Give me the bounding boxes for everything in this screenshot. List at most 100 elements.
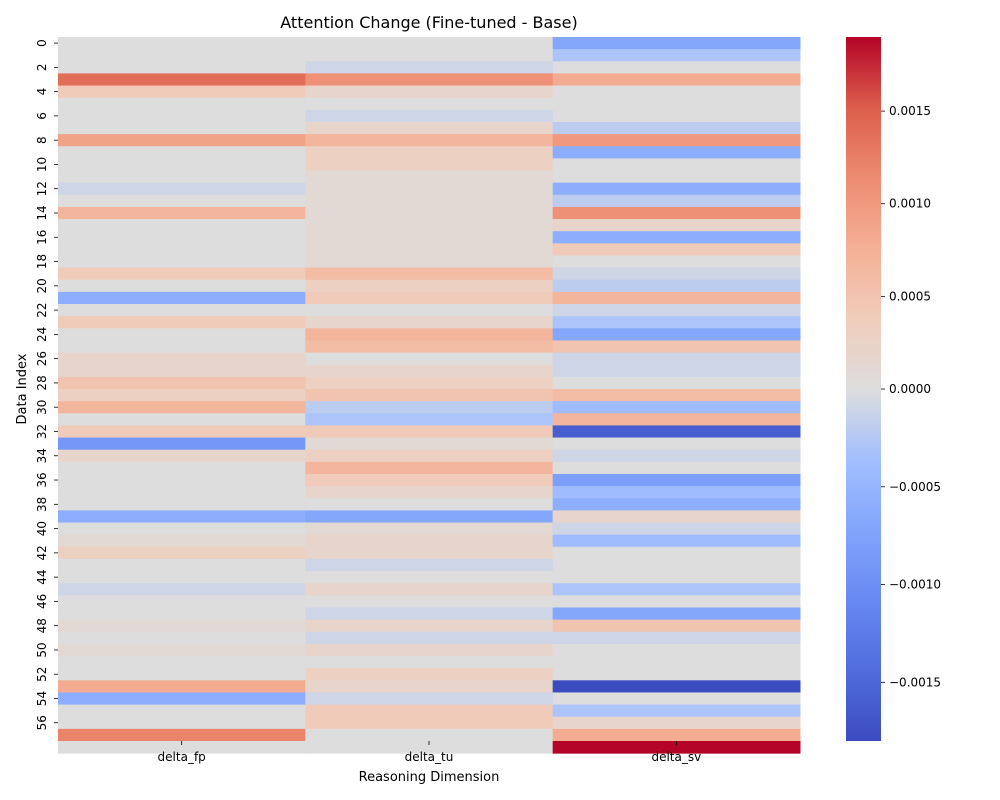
- heatmap-cell: [553, 474, 801, 487]
- y-tick-label: 14: [35, 205, 49, 220]
- x-tick-label: delta_fp: [158, 750, 206, 764]
- heatmap-cell: [58, 389, 306, 402]
- heatmap-cell: [553, 280, 801, 293]
- heatmap-cell: [553, 571, 801, 584]
- heatmap-cell: [553, 729, 801, 742]
- heatmap-cell: [305, 559, 553, 572]
- y-tick-label: 18: [35, 254, 49, 269]
- heatmap-cell: [305, 632, 553, 645]
- heatmap-cell: [305, 98, 553, 111]
- heatmap-cell: [305, 547, 553, 560]
- heatmap-cell: [58, 207, 306, 220]
- heatmap-cell: [305, 462, 553, 475]
- heatmap-cell: [305, 692, 553, 705]
- heatmap-cell: [305, 158, 553, 171]
- heatmap-cell: [58, 171, 306, 184]
- heatmap-cell: [553, 195, 801, 208]
- heatmap-cell: [58, 559, 306, 572]
- x-tick-label: delta_sv: [651, 750, 701, 764]
- heatmap-cell: [305, 644, 553, 657]
- heatmap-cell: [58, 37, 306, 50]
- heatmap-cell: [58, 268, 306, 281]
- heatmap-cell: [553, 692, 801, 705]
- heatmap-cell: [553, 523, 801, 536]
- heatmap-cell: [58, 365, 306, 378]
- heatmap-cell: [305, 328, 553, 341]
- heatmap-cell: [553, 255, 801, 268]
- y-tick-label: 0: [35, 39, 49, 47]
- heatmap-cell: [305, 401, 553, 414]
- x-axis-label: Reasoning Dimension: [359, 770, 500, 785]
- heatmap-cell: [58, 73, 306, 86]
- heatmap-cell: [553, 231, 801, 244]
- heatmap-cell: [58, 61, 306, 74]
- y-tick-label: 50: [35, 642, 49, 657]
- heatmap-cell: [305, 183, 553, 196]
- heatmap-cell: [305, 73, 553, 86]
- heatmap-cell: [58, 292, 306, 305]
- heatmap-cell: [553, 595, 801, 608]
- heatmap-cell: [553, 122, 801, 135]
- heatmap-cell: [305, 268, 553, 281]
- heatmap-cell: [305, 607, 553, 620]
- y-tick-label: 36: [35, 472, 49, 487]
- heatmap-cell: [305, 134, 553, 147]
- y-tick-label: 16: [35, 230, 49, 245]
- heatmap-cell: [58, 255, 306, 268]
- heatmap-cell: [305, 523, 553, 536]
- heatmap-cell: [305, 450, 553, 463]
- heatmap-cell: [305, 656, 553, 669]
- y-axis-label: Data Index: [15, 353, 30, 424]
- heatmap-cell: [553, 134, 801, 147]
- heatmap-cell: [553, 559, 801, 572]
- heatmap-cell: [553, 37, 801, 50]
- heatmap-cell: [305, 243, 553, 256]
- heatmap-cell: [305, 49, 553, 62]
- heatmap-cell: [58, 474, 306, 487]
- heatmap-cell: [305, 86, 553, 99]
- heatmap-cell: [305, 377, 553, 390]
- heatmap-cell: [553, 73, 801, 86]
- y-tick-label: 4: [35, 88, 49, 96]
- heatmap-cell: [553, 219, 801, 232]
- heatmap-cell: [553, 535, 801, 548]
- y-axis-ticks: 0246810121416182022242628303234363840424…: [35, 39, 58, 730]
- heatmap-cell: [305, 583, 553, 596]
- y-tick-label: 8: [35, 136, 49, 144]
- heatmap-cell: [58, 705, 306, 718]
- heatmap-cell: [305, 122, 553, 135]
- heatmap-cell: [553, 207, 801, 220]
- heatmap-cell: [58, 304, 306, 317]
- heatmap-cell: [553, 49, 801, 62]
- heatmap-cell: [58, 146, 306, 159]
- y-tick-label: 46: [35, 594, 49, 609]
- heatmap-cell: [553, 498, 801, 511]
- heatmap-cell: [305, 486, 553, 499]
- heatmap-cell: [58, 668, 306, 681]
- heatmap-cell: [305, 413, 553, 426]
- colorbar-ticks: 0.00150.00100.00050.0000−0.0005−0.0010−0…: [881, 104, 941, 689]
- colorbar-tick-label: −0.0010: [889, 578, 941, 592]
- chart-title: Attention Change (Fine-tuned - Base): [280, 13, 577, 32]
- heatmap-cell: [305, 571, 553, 584]
- heatmap-cell: [58, 353, 306, 366]
- heatmap-cell: [553, 110, 801, 123]
- heatmap-cell: [58, 377, 306, 390]
- heatmap-cell: [553, 644, 801, 657]
- heatmap-cell: [305, 474, 553, 487]
- heatmap-cell: [305, 292, 553, 305]
- heatmap-cell: [58, 280, 306, 293]
- y-tick-label: 24: [35, 327, 49, 342]
- heatmap-cell: [58, 498, 306, 511]
- y-tick-label: 22: [35, 302, 49, 317]
- heatmap-cell: [553, 377, 801, 390]
- colorbar-tick-label: 0.0010: [889, 197, 931, 211]
- heatmap-cell: [305, 353, 553, 366]
- heatmap-cell: [553, 340, 801, 353]
- heatmap-cell: [58, 438, 306, 451]
- heatmap-cell: [305, 219, 553, 232]
- heatmap-cell: [58, 607, 306, 620]
- heatmap-cell: [58, 462, 306, 475]
- y-tick-label: 28: [35, 375, 49, 390]
- heatmap-cell: [553, 328, 801, 341]
